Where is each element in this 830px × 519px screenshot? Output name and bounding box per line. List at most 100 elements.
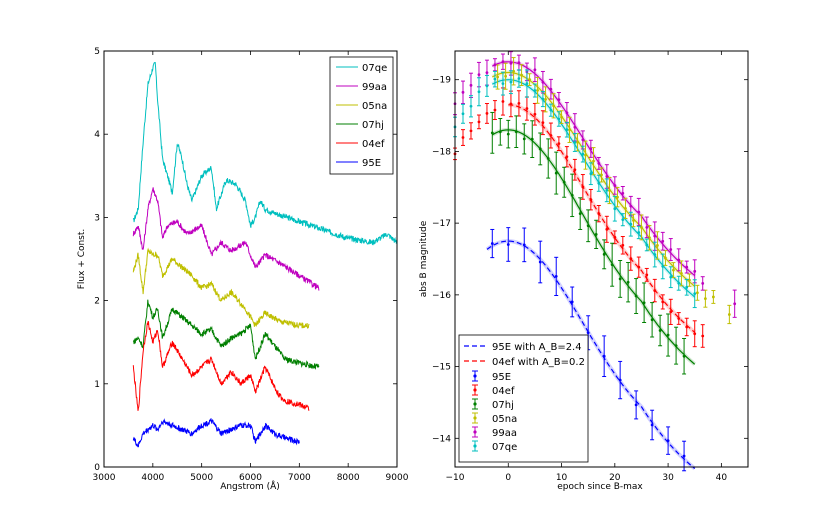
obs-point-99aa <box>620 186 625 201</box>
obs-point-07qe <box>508 70 513 95</box>
legend-label-04ef: 04ef <box>492 386 515 397</box>
obs-point-07qe <box>548 103 553 117</box>
legend-model-label: 95E with A_B=2.4 <box>492 342 582 353</box>
obs-marker-99aa <box>677 258 681 262</box>
obs-marker-07qe <box>685 285 689 289</box>
spectra-y-label: Flux + Const. <box>77 229 87 290</box>
obs-point-05na <box>639 214 644 241</box>
obs-point-05na <box>671 262 676 279</box>
obs-marker-95E <box>490 242 494 245</box>
obs-point-04ef <box>676 312 681 325</box>
lightcurve-x-tick-label: 10 <box>556 473 568 483</box>
obs-point-07hj <box>650 302 655 338</box>
obs-point-04ef <box>460 129 465 146</box>
obs-point-07qe <box>684 278 689 296</box>
spectra-x-tick-label: 4000 <box>141 473 164 483</box>
obs-marker-05na <box>536 88 539 92</box>
obs-marker-95E <box>602 354 606 358</box>
obs-marker-95E <box>586 331 590 335</box>
obs-marker-07hj <box>554 171 558 175</box>
spectra-legend: 07qe 99aa 05na 07hj 04ef 95E <box>329 56 394 175</box>
obs-marker-04ef <box>597 212 601 216</box>
obs-point-05na <box>583 140 588 170</box>
obs-marker-07qe <box>653 253 657 256</box>
obs-point-07qe <box>604 178 609 203</box>
lightcurve-panel: −10 0 10 20 30 40 −14 −15 −16 −17 −18 −19 epoch si… <box>419 50 749 492</box>
obs-point-04ef <box>572 158 577 181</box>
obs-point-05na <box>591 147 596 176</box>
obs-point-07qe <box>660 253 665 280</box>
obs-point-99aa <box>588 139 593 158</box>
obs-marker-05na <box>680 271 683 275</box>
obs-point-99aa <box>676 248 681 272</box>
obs-marker-05na <box>711 295 715 299</box>
obs-marker-04ef <box>637 265 641 269</box>
obs-point-05na <box>623 197 628 220</box>
obs-point-07hj <box>546 138 551 179</box>
obs-point-95E <box>490 228 495 259</box>
obs-point-04ef <box>580 174 585 200</box>
obs-point-99aa <box>612 176 617 195</box>
obs-point-07qe <box>588 162 593 186</box>
obs-point-99aa <box>692 259 697 284</box>
obs-point-07qe <box>596 174 601 192</box>
obs-marker-04ef <box>549 134 553 137</box>
spectrum-line-07qe <box>132 62 398 246</box>
spectra-x-tick-label: 6000 <box>239 473 262 483</box>
model-curve-04ef <box>508 104 696 333</box>
obs-marker-99aa <box>541 80 545 84</box>
obs-point-07qe <box>476 77 481 107</box>
obs-marker-99aa <box>589 147 593 151</box>
obs-marker-07hj <box>586 224 590 228</box>
obs-marker-05na <box>727 313 731 316</box>
obs-point-07qe <box>460 103 465 124</box>
lightcurve-x-tick-label: 20 <box>609 473 621 483</box>
obs-point-04ef <box>692 320 697 348</box>
obs-marker-05na <box>568 128 571 132</box>
obs-point-99aa <box>732 289 737 318</box>
obs-marker-95E <box>506 243 510 246</box>
obs-point-07hj <box>618 259 623 298</box>
obs-marker-07hj <box>514 130 518 134</box>
obs-marker-05na <box>695 291 699 295</box>
obs-marker-07hj <box>490 131 494 135</box>
obs-point-04ef <box>612 230 617 245</box>
obs-marker-07qe <box>533 89 537 92</box>
obs-marker-99aa <box>637 210 641 214</box>
model-curve-07hj <box>492 129 696 365</box>
lightcurve-y-label: abs B magnitude <box>419 220 429 297</box>
obs-marker-99aa <box>629 204 633 208</box>
spectra-x-tick-label: 8000 <box>337 473 360 483</box>
obs-point-04ef <box>516 90 521 117</box>
obs-point-05na <box>631 213 636 228</box>
obs-marker-07hj <box>642 301 646 305</box>
obs-marker-99aa <box>597 161 601 165</box>
spectra-x-tick-label: 7000 <box>288 473 311 483</box>
obs-marker-04ef <box>533 112 537 116</box>
obs-marker-07qe <box>549 108 553 112</box>
obs-point-07hj <box>514 115 519 149</box>
obs-marker-95E <box>666 439 670 443</box>
obs-point-99aa <box>636 197 641 227</box>
obs-point-07qe <box>676 275 681 291</box>
lightcurve-legend: 95E with A_B=2.4 04ef with A_B=0.2 95E 04ef… <box>458 334 589 463</box>
legend-marker-95E <box>473 374 477 378</box>
obs-marker-07hj <box>562 180 566 184</box>
spectra-y-tick-label: 1 <box>94 380 100 390</box>
obs-marker-05na <box>656 244 659 247</box>
obs-point-99aa <box>596 156 601 170</box>
obs-marker-07hj <box>634 294 638 298</box>
obs-marker-95E <box>682 454 686 458</box>
obs-marker-05na <box>552 104 555 108</box>
obs-point-05na <box>727 304 732 325</box>
obs-marker-07qe <box>541 97 545 101</box>
obs-marker-04ef <box>645 273 649 277</box>
obs-marker-05na <box>672 268 675 272</box>
obs-point-07qe <box>636 225 641 240</box>
legend-label-99aa: 99aa <box>492 428 517 439</box>
obs-point-99aa <box>468 72 473 98</box>
obs-marker-07qe <box>637 231 641 234</box>
obs-marker-99aa <box>685 265 689 269</box>
obs-point-99aa <box>548 78 553 100</box>
